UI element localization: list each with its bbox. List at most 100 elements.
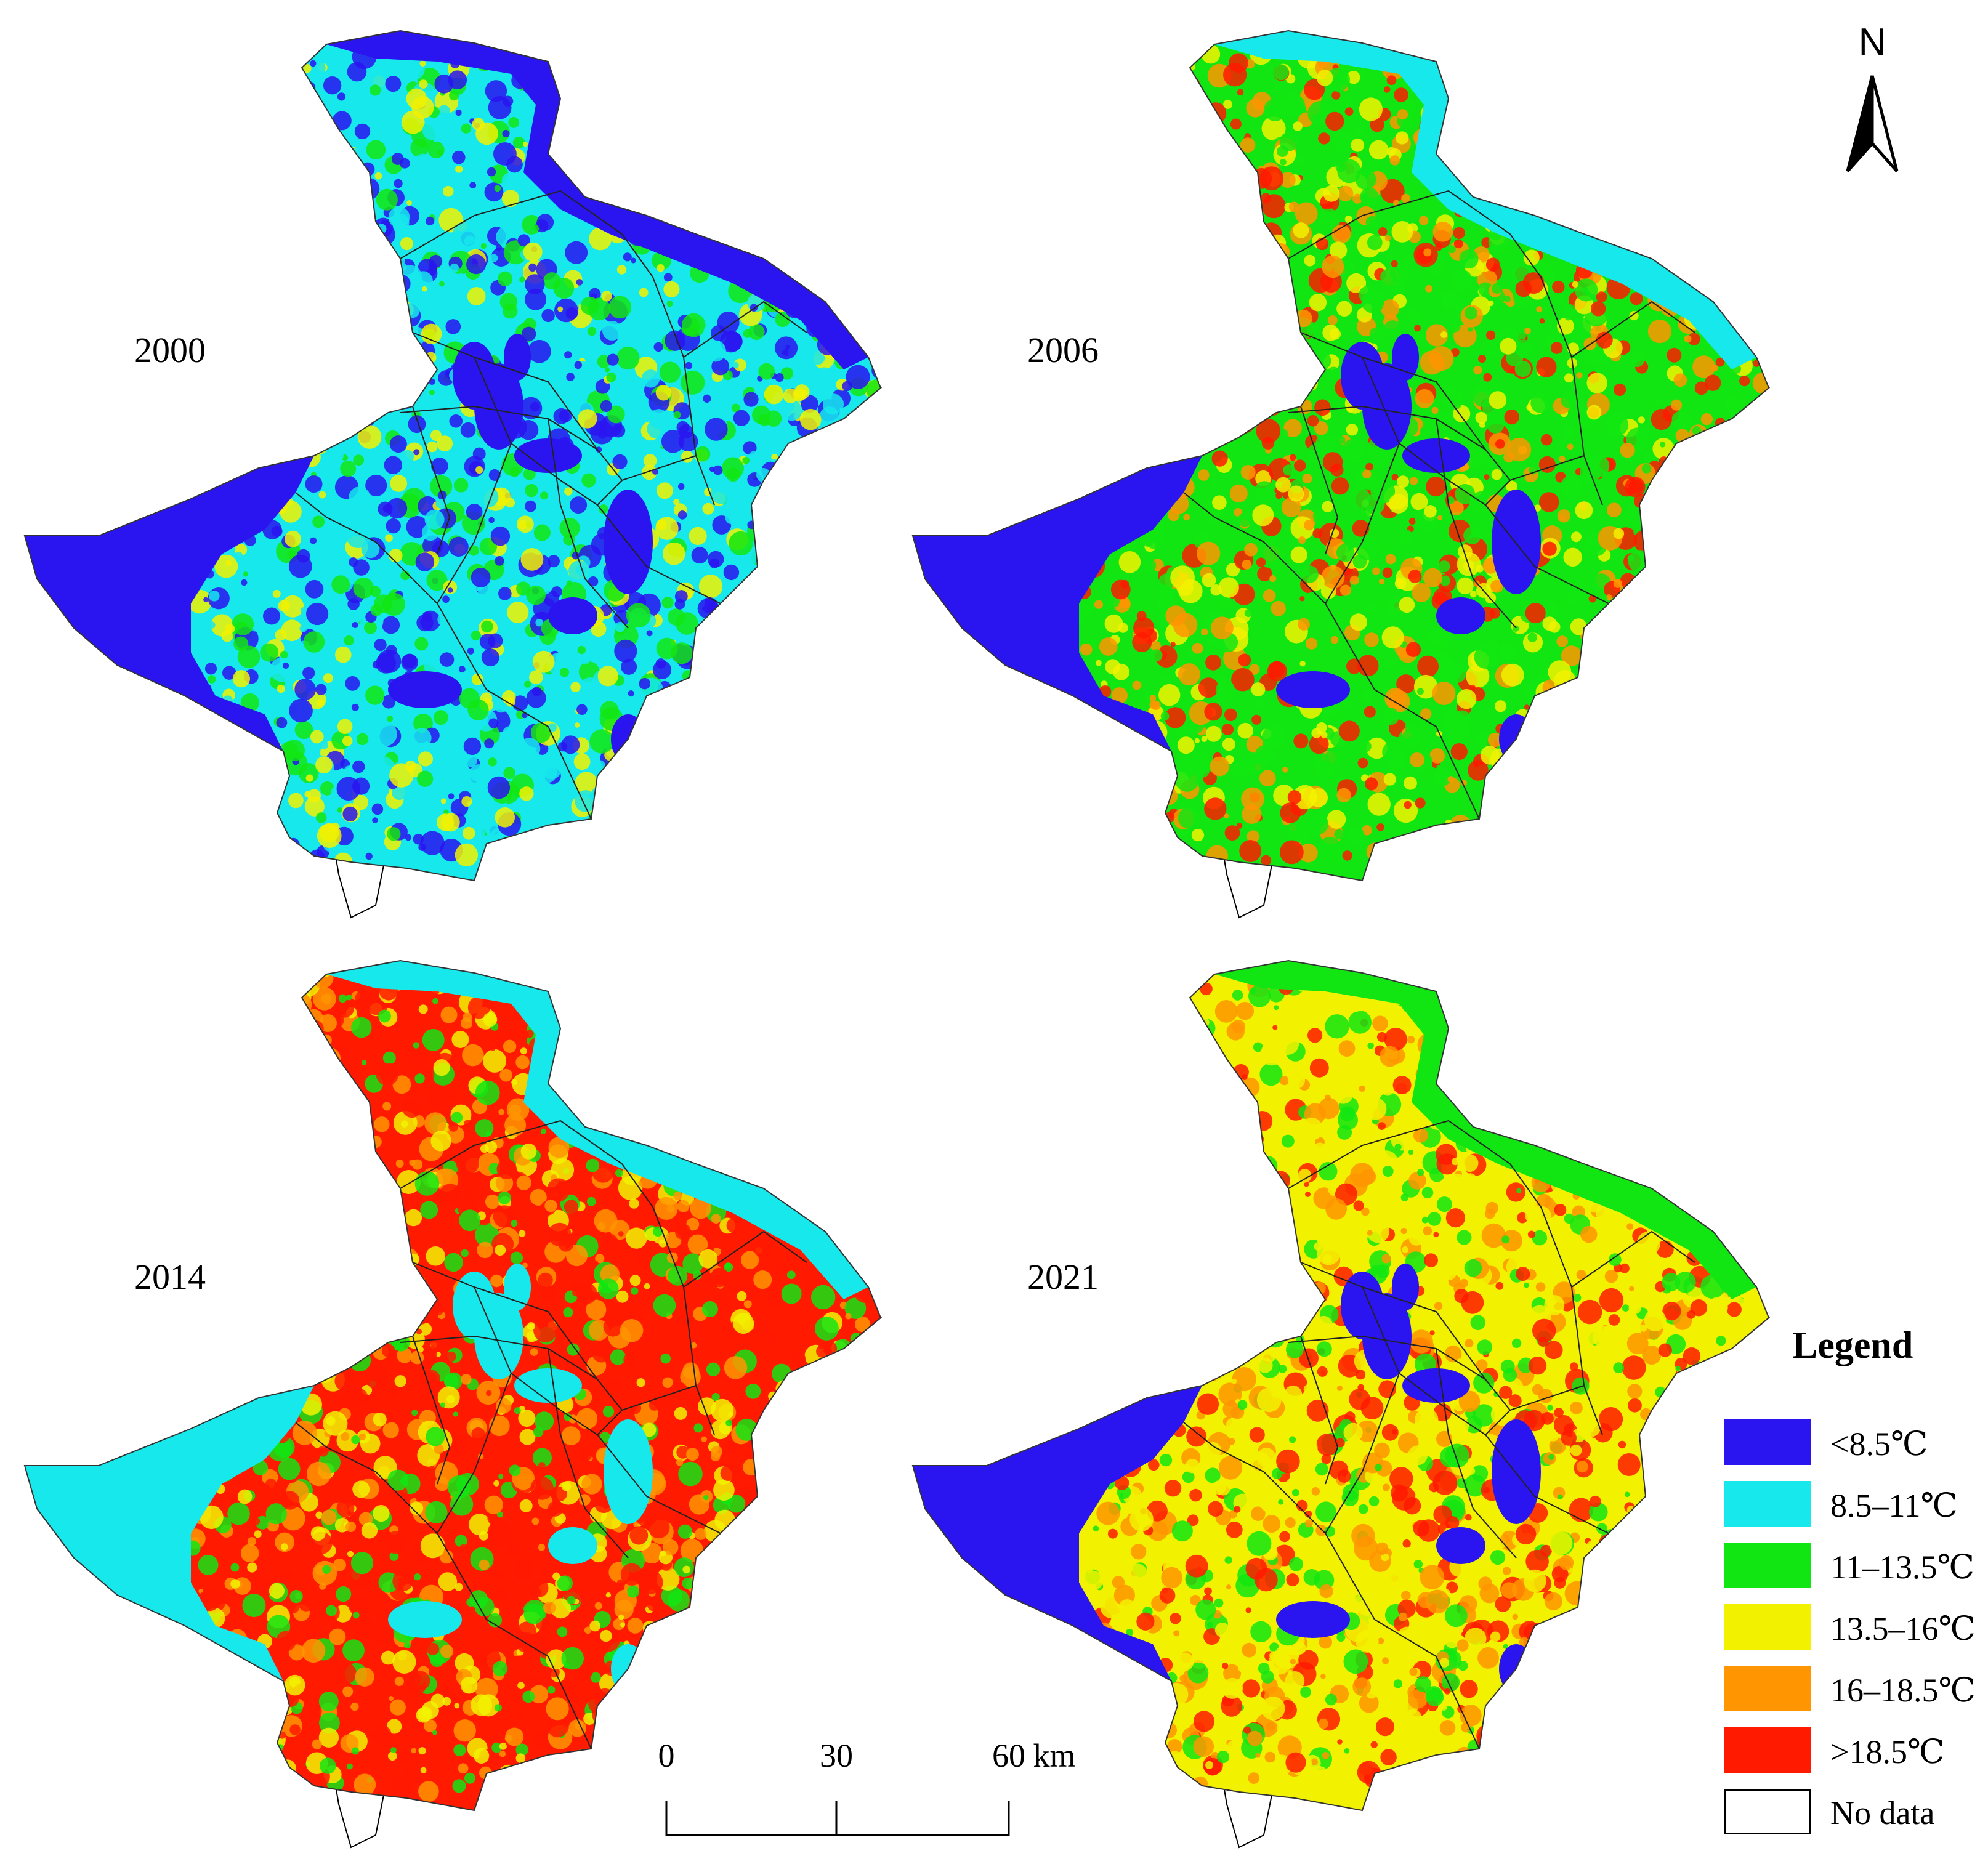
legend-item: 11–13.5℃ (1724, 1543, 1983, 1592)
map-panel-2021 (894, 942, 1787, 1854)
district-boundary (400, 1120, 623, 1189)
district-boundary (1300, 1336, 1339, 1485)
map-panel-2006 (894, 12, 1787, 924)
lake (548, 597, 597, 634)
district-boundary (597, 480, 623, 506)
scale-tick-0: 0 (658, 1737, 675, 1774)
temperature-raster (25, 31, 881, 881)
district-boundary (548, 418, 629, 629)
district-boundary (295, 1422, 592, 1749)
district-boundary (597, 1410, 623, 1435)
district-boundary (1571, 301, 1695, 358)
map-2021 (911, 959, 1771, 1849)
lake (504, 1264, 531, 1310)
district-boundary (1300, 332, 1486, 450)
lake (1492, 1419, 1541, 1524)
region-outline (911, 30, 1770, 882)
lake (1402, 1368, 1470, 1403)
lake (504, 334, 531, 381)
year-label-2000: 2000 (134, 330, 206, 370)
legend-swatch (1724, 1481, 1811, 1527)
district-boundary (1288, 1335, 1585, 1411)
north-arrow: N (1823, 23, 1921, 184)
district-boundary (1300, 1262, 1486, 1380)
legend-label: >18.5℃ (1830, 1733, 1945, 1770)
lake (25, 1386, 314, 1681)
lake (1492, 490, 1541, 594)
legend-label: 16–18.5℃ (1830, 1672, 1976, 1709)
district-boundary (295, 492, 592, 820)
district-boundary (1485, 480, 1511, 506)
district-boundary (412, 332, 598, 450)
map-panel-2014 (6, 942, 899, 1854)
region-outline (911, 959, 1770, 1812)
legend-item: 13.5–16℃ (1724, 1604, 1983, 1653)
district-boundary (412, 406, 451, 555)
district-boundary (400, 1335, 697, 1411)
lake (388, 671, 462, 708)
district-boundary (1183, 492, 1480, 820)
legend-swatch (1724, 1666, 1811, 1711)
district-boundary (412, 1336, 451, 1485)
north-arrow-icon (1846, 75, 1899, 172)
lake (453, 1272, 496, 1339)
legend-label: 8.5–11℃ (1830, 1487, 1958, 1524)
legend-swatch (1724, 1604, 1811, 1650)
district-boundary (1485, 1410, 1511, 1435)
scale-bar-line (665, 1801, 1010, 1836)
lake (913, 456, 1202, 751)
river (326, 31, 868, 369)
lake (453, 342, 496, 410)
map-panel-2000 (6, 12, 899, 924)
lake (548, 1527, 597, 1564)
legend-title: Legend (1792, 1325, 1913, 1366)
map-2006 (911, 30, 1771, 919)
legend-label: 13.5–16℃ (1830, 1610, 1976, 1647)
year-label-2021: 2021 (1027, 1257, 1099, 1297)
north-label: N (1858, 21, 1886, 63)
river (1214, 31, 1756, 369)
legend-item: 8.5–11℃ (1724, 1481, 1983, 1530)
scale-bar: 0 30 60 km (640, 1737, 1076, 1854)
region-outline (23, 959, 882, 1812)
legend-item: >18.5℃ (1724, 1727, 1983, 1777)
district-boundary (400, 405, 697, 482)
river (1214, 961, 1756, 1299)
lake (1402, 438, 1470, 473)
map-2000 (23, 30, 883, 919)
district-boundary (437, 1286, 512, 1534)
legend-item: 16–18.5℃ (1724, 1666, 1983, 1715)
legend-swatch (1724, 1419, 1811, 1465)
lake (25, 456, 314, 751)
lake (1276, 671, 1350, 708)
legend: Legend <8.5℃ 8.5–11℃ 11–13.5℃ 13.5–16℃ 1… (1712, 1324, 1983, 1854)
district-boundary (437, 357, 512, 604)
district-boundary (1288, 1120, 1511, 1189)
temperature-raster (913, 961, 1769, 1810)
legend-swatch (1724, 1543, 1811, 1588)
lake (1436, 597, 1485, 634)
district-boundary (412, 1262, 598, 1380)
district-boundary (1183, 1422, 1480, 1749)
temperature-raster (913, 31, 1769, 881)
region-outline (23, 30, 882, 882)
district-boundary (1300, 406, 1339, 555)
district-boundary (548, 1348, 629, 1559)
lake (1392, 334, 1419, 381)
lake (604, 1419, 653, 1524)
lake (388, 1601, 462, 1638)
lake (514, 438, 582, 473)
district-boundary (1571, 1230, 1695, 1288)
legend-swatch (1724, 1727, 1811, 1773)
district-boundary (1325, 357, 1400, 604)
temperature-raster (25, 961, 881, 1810)
legend-item: <8.5℃ (1724, 1419, 1983, 1469)
district-boundary (1288, 190, 1511, 259)
year-label-2006: 2006 (1027, 330, 1099, 370)
map-2014 (23, 959, 883, 1849)
district-boundary (1436, 418, 1517, 629)
legend-label: 11–13.5℃ (1830, 1549, 1974, 1586)
district-boundary (683, 301, 807, 358)
legend-swatch (1724, 1789, 1811, 1834)
lake (1436, 1527, 1485, 1564)
